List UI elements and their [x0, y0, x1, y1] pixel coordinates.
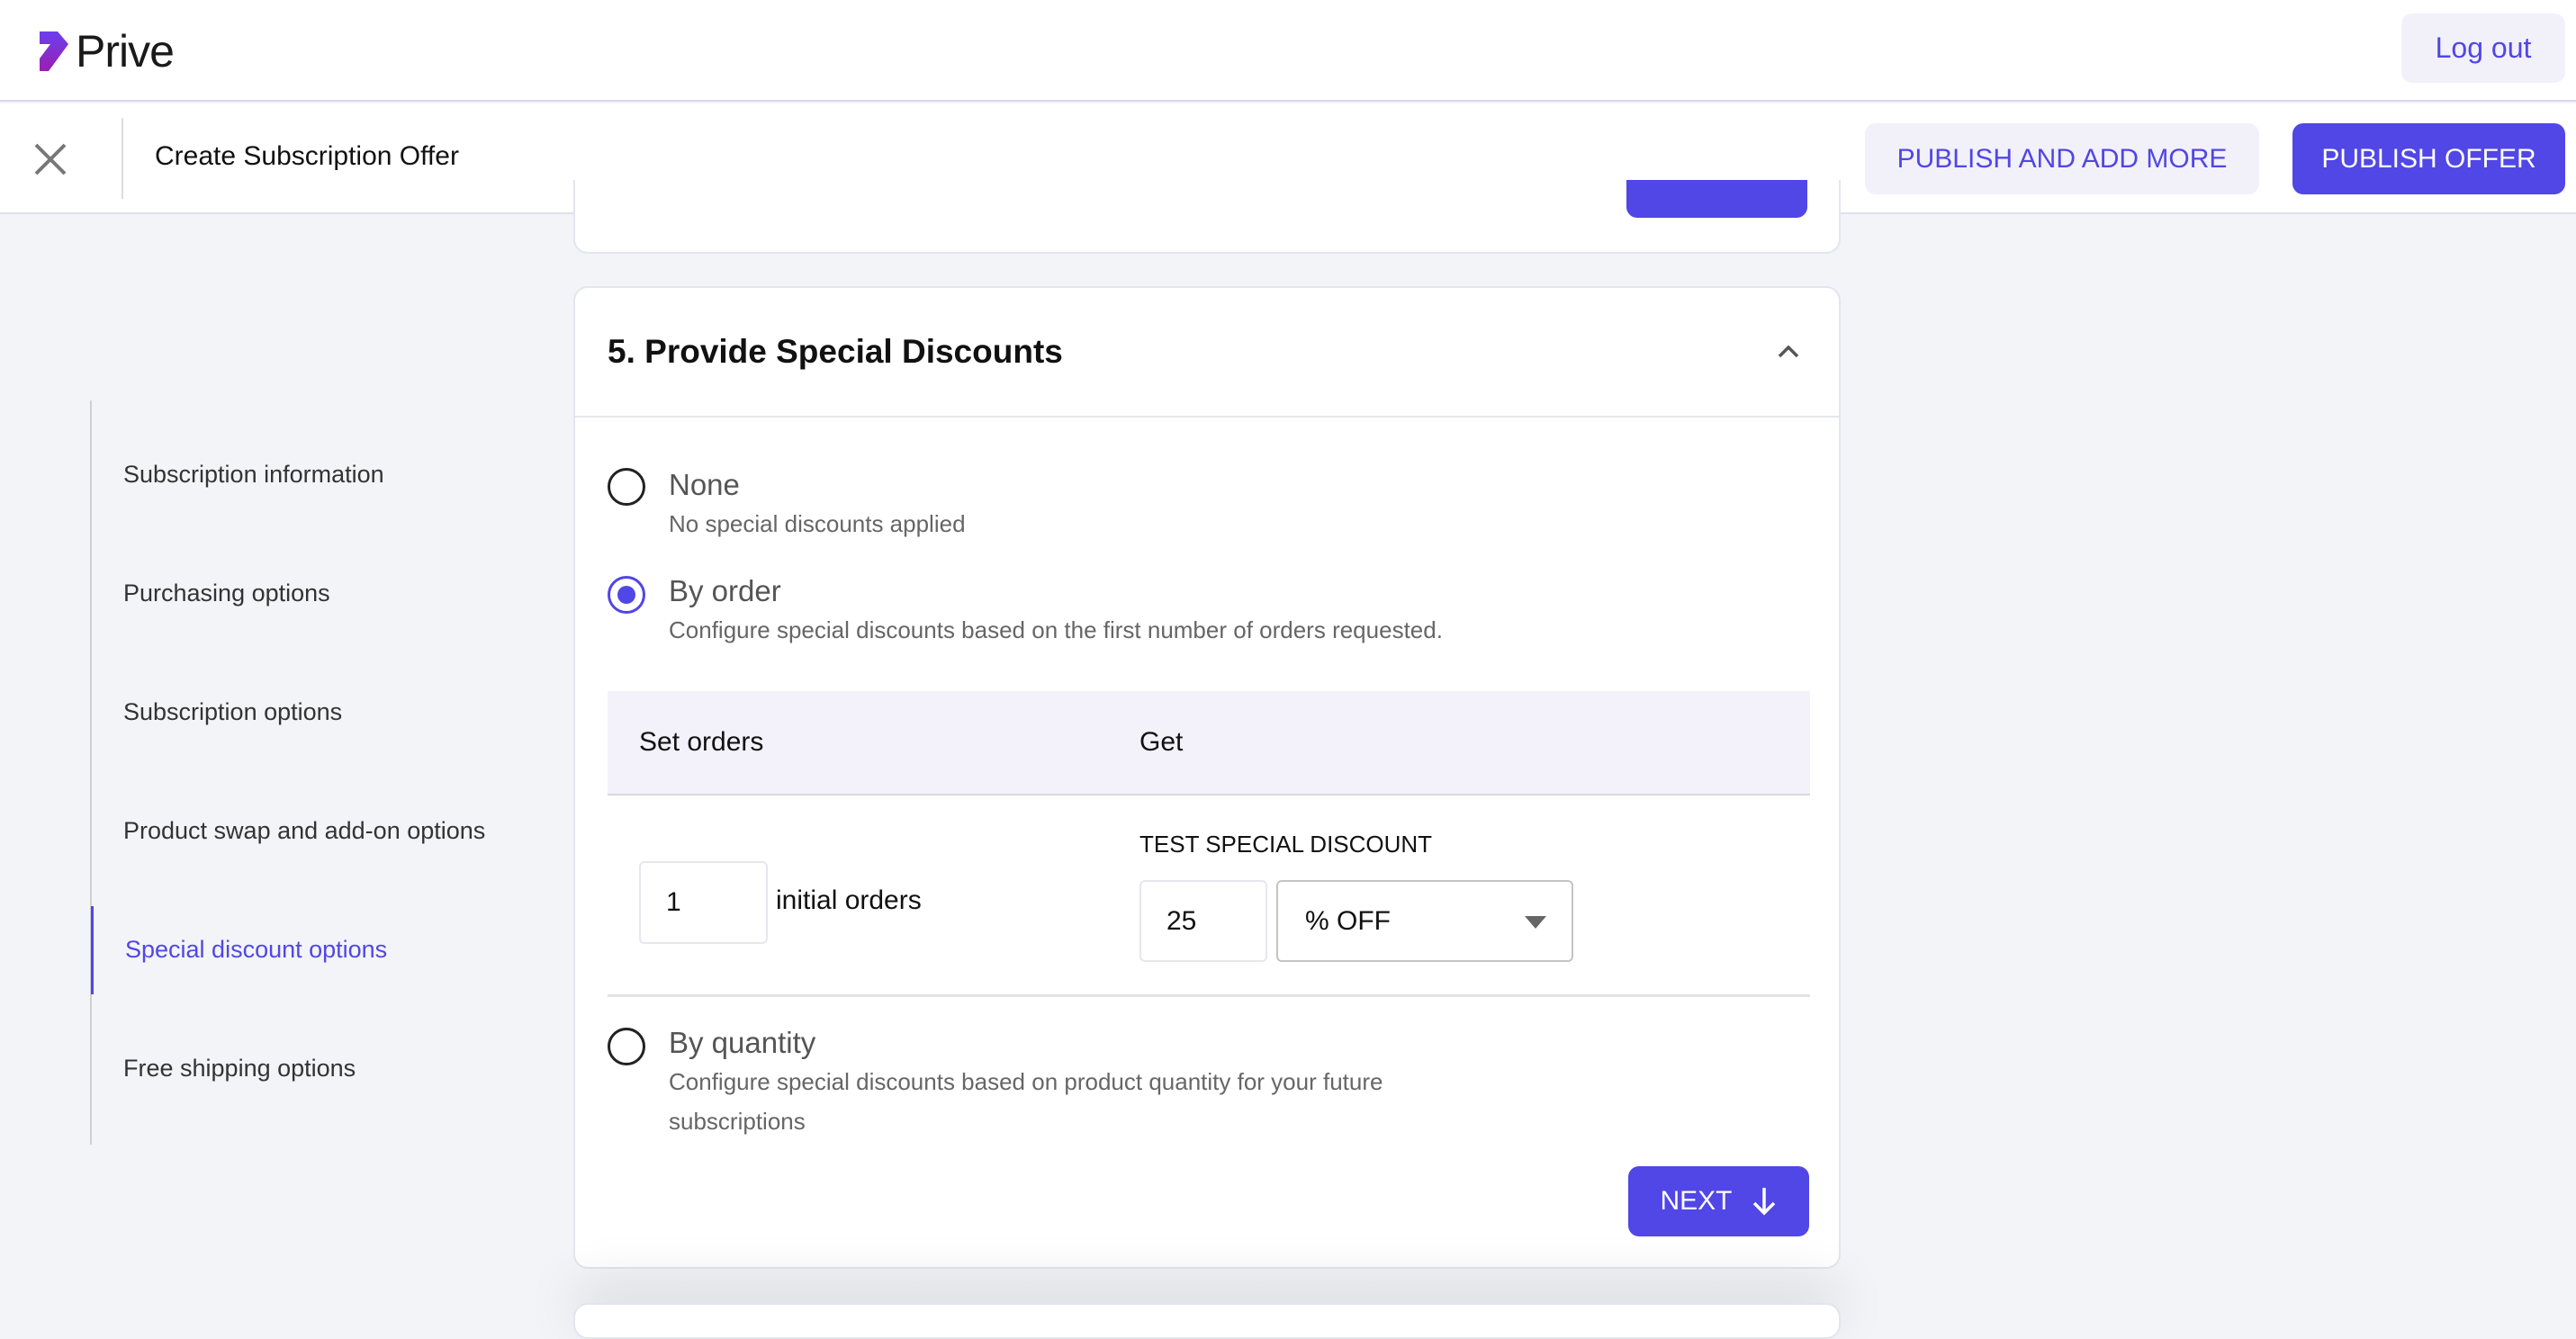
sidebar-item-purchasing-options[interactable]: Purchasing options [123, 580, 330, 607]
option-by-quantity-description: Configure special discounts based on pro… [669, 1068, 1383, 1095]
option-by-order-label: By order [669, 574, 781, 607]
discount-value-input[interactable]: 25 [1139, 880, 1267, 962]
discount-type-value: % OFF [1305, 905, 1391, 936]
initial-orders-label: initial orders [776, 885, 922, 915]
option-by-quantity-description-2: subscriptions [669, 1108, 806, 1135]
logo-text: Prive [76, 26, 175, 76]
sidebar-active-indicator [91, 906, 94, 994]
radio-by-quantity[interactable] [608, 1028, 645, 1065]
next-button[interactable]: NEXT [1628, 1166, 1809, 1236]
sidebar-item-product-swap[interactable]: Product swap and add-on options [123, 817, 486, 844]
logo-mark-icon [40, 31, 68, 71]
top-bar: Prive Log out [0, 0, 2576, 102]
option-by-order-description: Configure special discounts based on the… [669, 616, 1443, 643]
radio-none[interactable] [608, 468, 645, 506]
publish-and-add-more-button[interactable]: PUBLISH AND ADD MORE [1865, 123, 2259, 194]
orders-count-input[interactable]: 1 [639, 861, 768, 944]
column-get: Get [1139, 727, 1184, 757]
row-divider [608, 994, 1810, 997]
divider [122, 118, 123, 199]
section-title: 5. Provide Special Discounts [608, 333, 1063, 370]
discount-type-select[interactable]: % OFF [1276, 880, 1573, 962]
column-set-orders: Set orders [639, 727, 764, 757]
next-label: NEXT [1660, 1186, 1733, 1216]
card-header[interactable]: 5. Provide Special Discounts [575, 288, 1839, 418]
sidebar-item-subscription-information[interactable]: Subscription information [123, 461, 384, 488]
option-none-label: None [669, 468, 740, 501]
logout-button[interactable]: Log out [2401, 13, 2565, 83]
publish-offer-button[interactable]: PUBLISH OFFER [2292, 123, 2565, 194]
close-icon[interactable] [31, 139, 70, 179]
next-section-card [573, 1303, 1841, 1339]
page-title: Create Subscription Offer [155, 141, 459, 171]
sidebar-item-free-shipping[interactable]: Free shipping options [123, 1055, 356, 1082]
previous-next-button[interactable] [1626, 180, 1807, 218]
special-discounts-card: 5. Provide Special Discounts None No spe… [573, 286, 1841, 1269]
page-toolbar: Create Subscription Offer PUBLISH AND AD… [0, 103, 2576, 214]
discount-table-header: Set orders Get [608, 691, 1810, 795]
option-none-description: No special discounts applied [669, 510, 966, 537]
logo[interactable]: Prive [40, 25, 175, 77]
sidebar-item-subscription-options[interactable]: Subscription options [123, 698, 343, 725]
sidebar-item-special-discount[interactable]: Special discount options [125, 936, 388, 963]
option-by-quantity-label: By quantity [669, 1026, 816, 1059]
chevron-up-icon[interactable] [1770, 337, 1806, 364]
dropdown-arrow-icon [1525, 916, 1546, 929]
arrow-down-icon [1752, 1188, 1775, 1216]
discount-name-label: TEST SPECIAL DISCOUNT [1139, 831, 1433, 858]
sidebar-track [90, 400, 92, 1145]
radio-by-order[interactable] [608, 576, 645, 614]
